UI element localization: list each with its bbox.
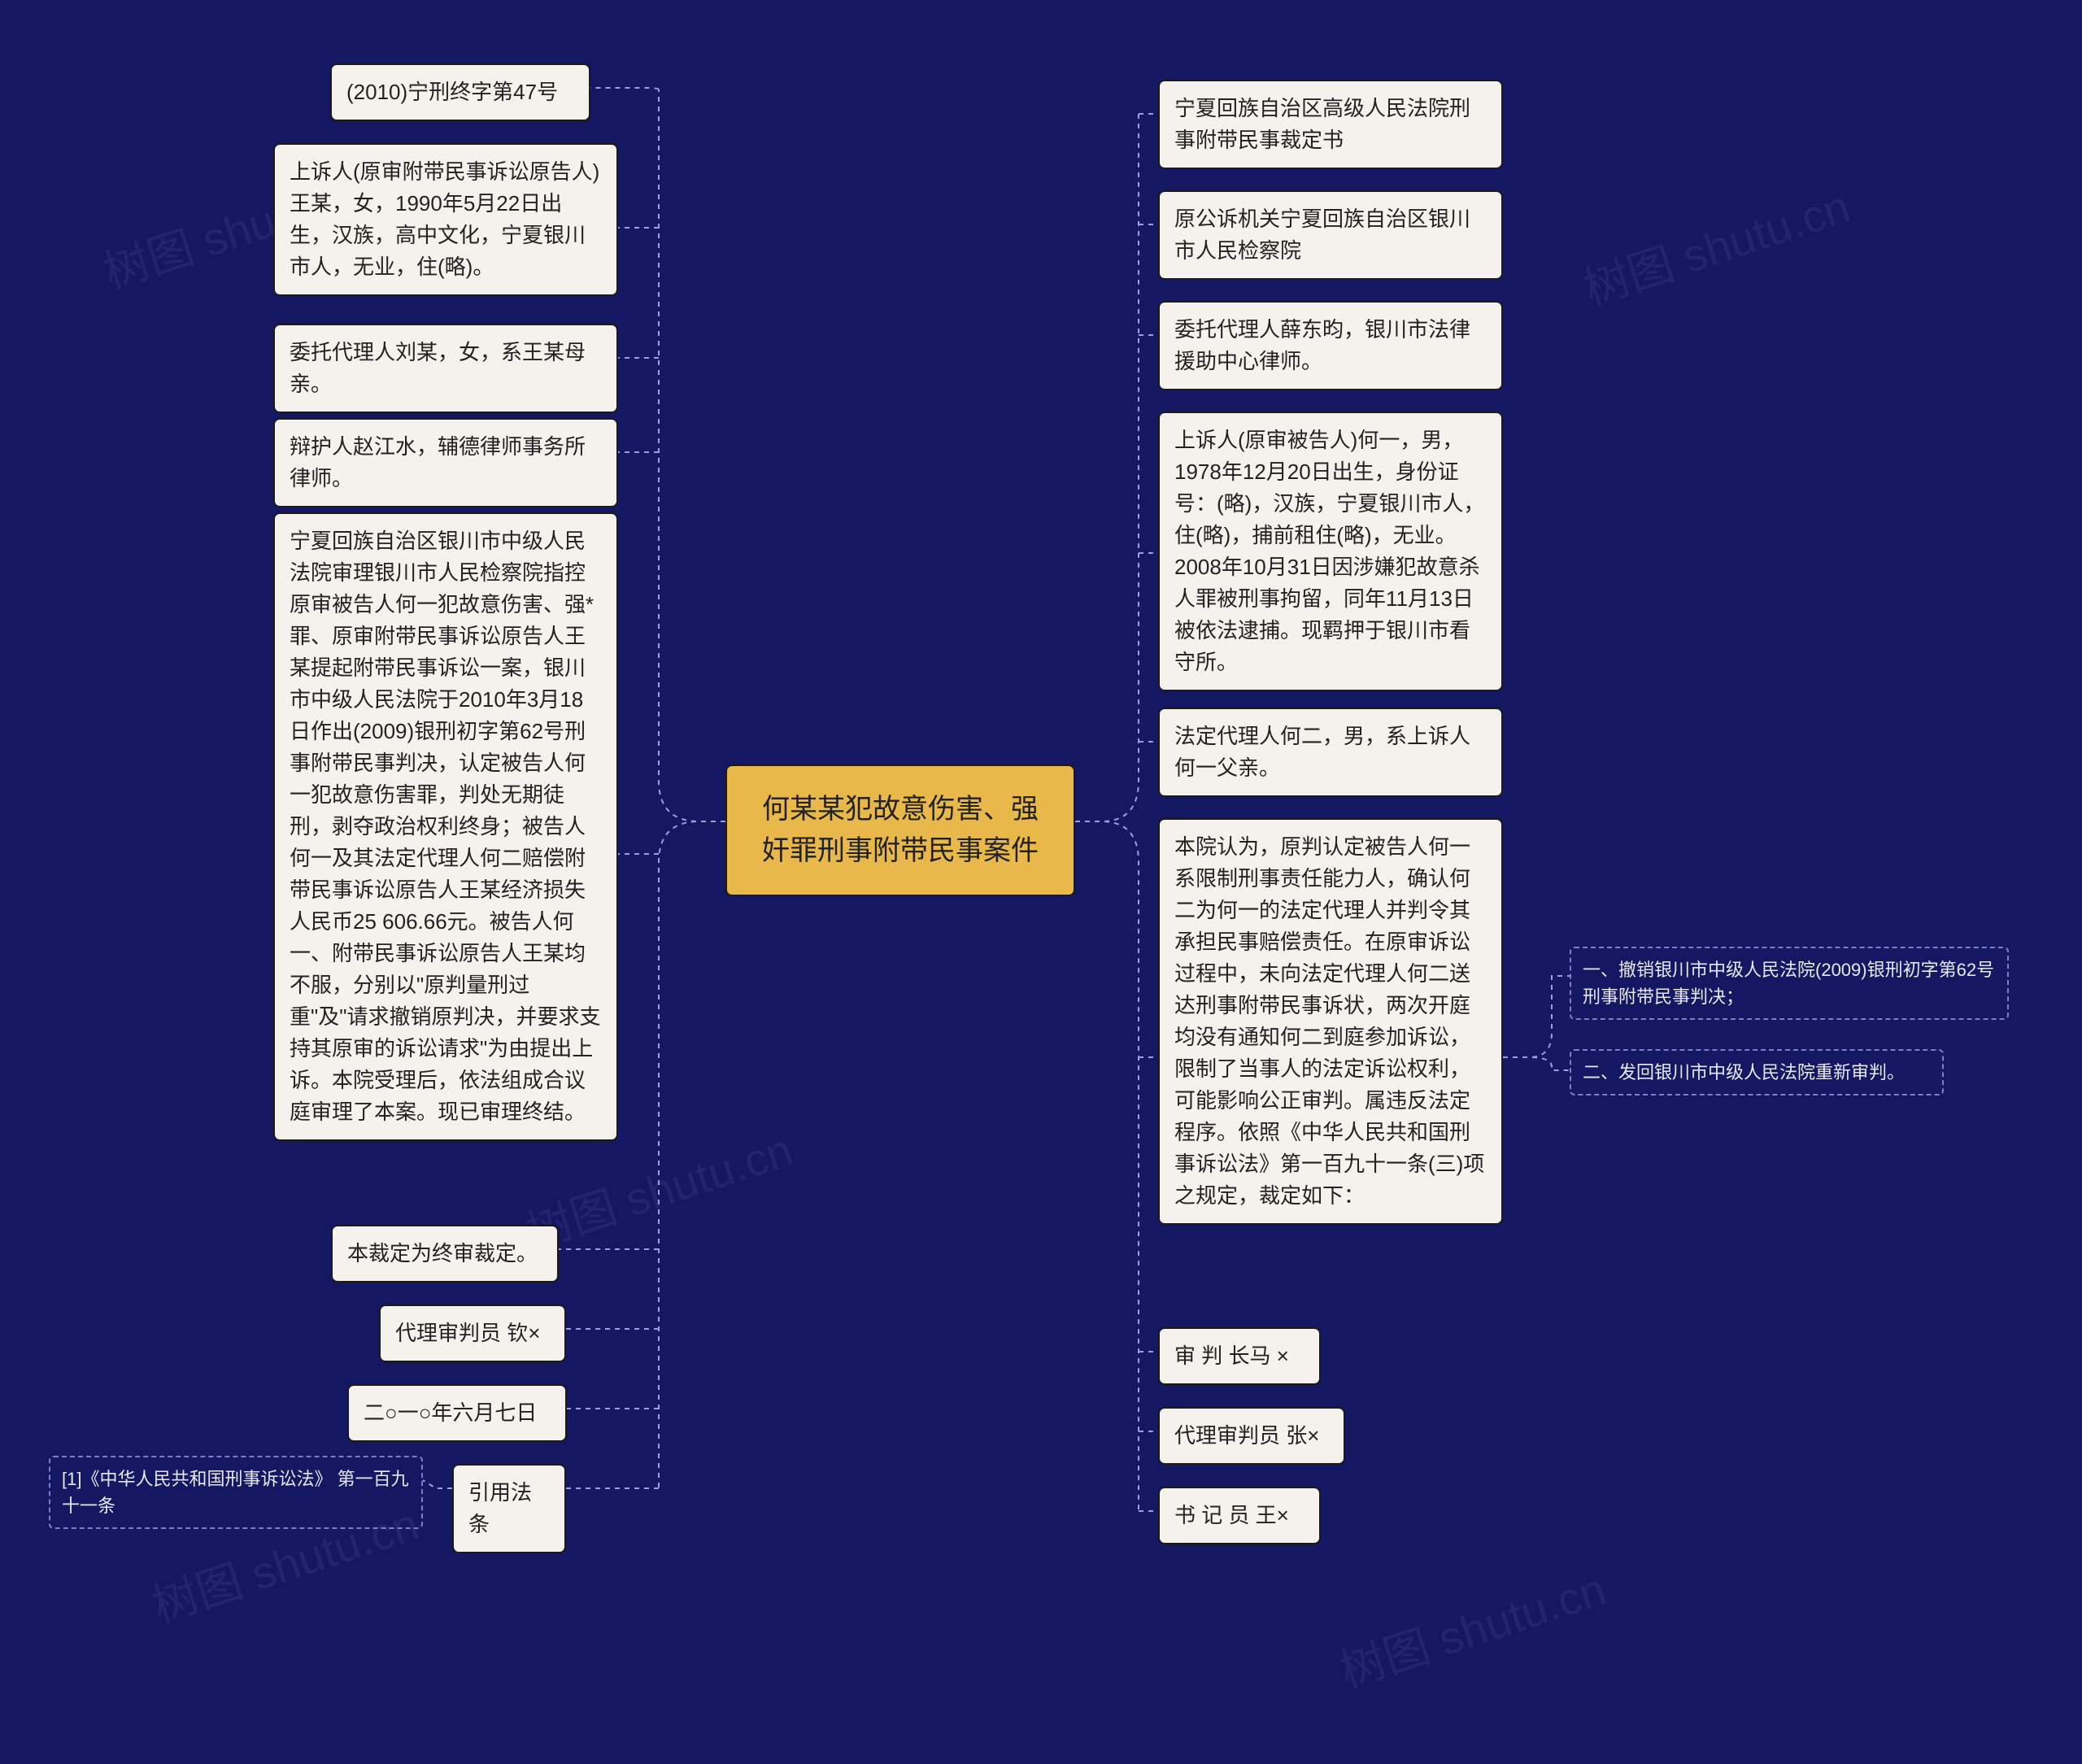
node-court-ruling-title: 宁夏回族自治区高级人民法院刑事附带民事裁定书 [1158,80,1503,169]
node-acting-judge-zhang: 代理审判员 张× [1158,1407,1345,1465]
node-final-ruling: 本裁定为终审裁定。 [331,1225,559,1283]
node-text: [1]《中华人民共和国刑事诉讼法》 第一百九十一条 [62,1469,409,1516]
node-text: 法定代理人何二，男，系上诉人何一父亲。 [1174,724,1470,780]
node-date: 二○一○年六月七日 [347,1384,567,1442]
node-text: 代理审判员 张× [1174,1423,1319,1448]
node-defender-zhao: 辩护人赵江水，辅德律师事务所律师。 [273,418,618,507]
node-text: 一、撤销银川市中级人民法院(2009)银刑初字第62号刑事附带民事判决； [1583,960,1994,1007]
node-text: 上诉人(原审附带民事诉讼原告人)王某，女，1990年5月22日出生，汉族，高中文… [290,159,599,279]
node-text: 宁夏回族自治区银川市中级人民法院审理银川市人民检察院指控原审被告人何一犯故意伤害… [290,529,600,1124]
node-case-number: (2010)宁刑终字第47号 [330,63,590,121]
node-text: 委托代理人薛东昀，银川市法律援助中心律师。 [1174,317,1470,373]
node-legal-rep: 法定代理人何二，男，系上诉人何一父亲。 [1158,708,1503,797]
node-text: 本院认为，原判认定被告人何一系限制刑事责任能力人，确认何二为何一的法定代理人并判… [1174,834,1484,1208]
node-agent-xue: 委托代理人薛东昀，银川市法律援助中心律师。 [1158,301,1503,390]
node-text: 委托代理人刘某，女，系王某母亲。 [290,340,586,396]
node-cited-law: 引用法条 [452,1464,566,1553]
node-acting-judge-qin: 代理审判员 钦× [379,1304,566,1362]
node-appellant-defendant: 上诉人(原审被告人)何一，男，1978年12月20日出生，身份证号：(略)，汉族… [1158,412,1503,691]
node-text: 二、发回银川市中级人民法院重新审判。 [1583,1062,1905,1082]
subnode-ruling-2: 二、发回银川市中级人民法院重新审判。 [1570,1049,1944,1095]
node-text: 代理审判员 钦× [395,1321,540,1345]
node-prosecutor: 原公诉机关宁夏回族自治区银川市人民检察院 [1158,190,1503,280]
node-text: 审 判 长马 × [1174,1344,1289,1368]
node-agent-liu: 委托代理人刘某，女，系王某母亲。 [273,324,618,413]
subnode-ruling-1: 一、撤销银川市中级人民法院(2009)银刑初字第62号刑事附带民事判决； [1570,947,2009,1020]
node-text: 二○一○年六月七日 [364,1400,537,1425]
node-text: 宁夏回族自治区高级人民法院刑事附带民事裁定书 [1174,96,1470,152]
node-court-opinion: 本院认为，原判认定被告人何一系限制刑事责任能力人，确认何二为何一的法定代理人并判… [1158,818,1503,1225]
node-presiding-judge: 审 判 长马 × [1158,1327,1321,1385]
node-trial-summary: 宁夏回族自治区银川市中级人民法院审理银川市人民检察院指控原审被告人何一犯故意伤害… [273,512,618,1141]
node-text: 引用法条 [468,1480,532,1536]
node-text: 本裁定为终审裁定。 [347,1241,538,1265]
node-text: 原公诉机关宁夏回族自治区银川市人民检察院 [1174,207,1470,263]
watermark: 树图 shutu.cn [1331,1553,1614,1701]
node-text: (2010)宁刑终字第47号 [346,80,558,104]
center-text: 何某某犯故意伤害、强奸罪刑事附带民事案件 [762,794,1039,866]
node-text: 上诉人(原审被告人)何一，男，1978年12月20日出生，身份证号：(略)，汉族… [1174,428,1484,674]
watermark: 树图 shutu.cn [1575,171,1858,319]
node-clerk: 书 记 员 王× [1158,1487,1321,1544]
node-appellant-plaintiff: 上诉人(原审附带民事诉讼原告人)王某，女，1990年5月22日出生，汉族，高中文… [273,143,618,296]
subnode-law-ref: [1]《中华人民共和国刑事诉讼法》 第一百九十一条 [49,1456,423,1529]
node-text: 辩护人赵江水，辅德律师事务所律师。 [290,434,586,490]
node-text: 书 记 员 王× [1174,1503,1289,1527]
center-node: 何某某犯故意伤害、强奸罪刑事附带民事案件 [725,764,1075,896]
